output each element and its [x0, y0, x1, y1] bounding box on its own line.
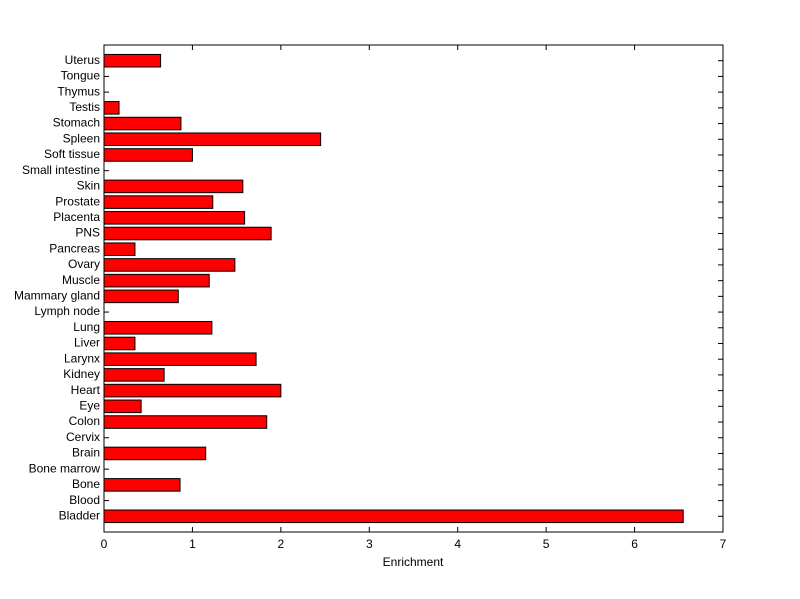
y-tick-label: Colon: [69, 414, 100, 428]
x-tick-label: 0: [101, 537, 108, 551]
bar: [103, 258, 236, 272]
bar: [103, 242, 136, 257]
y-tick-label: Mammary gland: [14, 289, 100, 303]
bar: [103, 415, 268, 429]
bar: [103, 195, 214, 209]
bar: [103, 132, 322, 147]
bar: [103, 211, 246, 225]
bar: [103, 226, 272, 241]
bar: [103, 478, 181, 492]
bar: [103, 179, 244, 194]
y-tick-label: Testis: [69, 100, 100, 114]
y-tick-label: Pancreas: [49, 241, 100, 255]
x-tick-label: 3: [366, 537, 373, 551]
plot-frame: [103, 44, 724, 533]
y-tick-label: Uterus: [65, 53, 100, 67]
y-tick-label: Lung: [73, 320, 100, 334]
y-tick-label: Larynx: [64, 351, 100, 365]
bar: [103, 352, 257, 366]
y-tick-label: Brain: [72, 446, 100, 460]
y-tick-label: Stomach: [53, 116, 100, 130]
y-tick-label: Cervix: [66, 430, 100, 444]
bar: [103, 446, 207, 461]
y-tick-label: Soft tissue: [44, 147, 100, 161]
bar: [103, 273, 210, 288]
y-tick-label: Prostate: [55, 194, 100, 208]
bar: [103, 148, 193, 162]
x-tick-label: 5: [543, 537, 550, 551]
y-tick-label: Spleen: [63, 131, 100, 145]
y-tick-label: Ovary: [68, 257, 100, 271]
y-tick-label: Eye: [79, 398, 100, 412]
y-tick-label: Bladder: [59, 508, 100, 522]
y-tick-label: Blood: [69, 493, 100, 507]
bar: [103, 368, 165, 382]
x-tick-label: 6: [631, 537, 638, 551]
x-tick-label: 1: [189, 537, 196, 551]
y-tick-label: Thymus: [57, 84, 100, 98]
bar: [103, 336, 136, 351]
bar: [103, 383, 282, 398]
bar: [103, 289, 179, 304]
y-tick-label: Lymph node: [34, 304, 100, 318]
y-tick-label: PNS: [75, 226, 100, 240]
x-tick-label: 7: [720, 537, 727, 551]
y-tick-label: Skin: [77, 179, 100, 193]
y-tick-label: Tongue: [61, 69, 101, 83]
bar: [103, 399, 142, 414]
x-axis-label: Enrichment: [383, 555, 444, 569]
x-tick-label: 2: [278, 537, 285, 551]
y-tick-label: Bone: [72, 477, 100, 491]
x-tick-label: 4: [454, 537, 461, 551]
bar: [103, 320, 213, 335]
y-tick-label: Heart: [71, 383, 101, 397]
y-tick-label: Liver: [74, 336, 100, 350]
bar: [103, 53, 162, 68]
bar: [103, 509, 684, 524]
bar: [103, 116, 182, 131]
y-tick-label: Small intestine: [22, 163, 100, 177]
y-tick-label: Bone marrow: [29, 461, 101, 475]
y-tick-label: Kidney: [63, 367, 100, 381]
y-tick-label: Muscle: [62, 273, 100, 287]
y-tick-label: Placenta: [53, 210, 100, 224]
bar: [103, 101, 120, 115]
